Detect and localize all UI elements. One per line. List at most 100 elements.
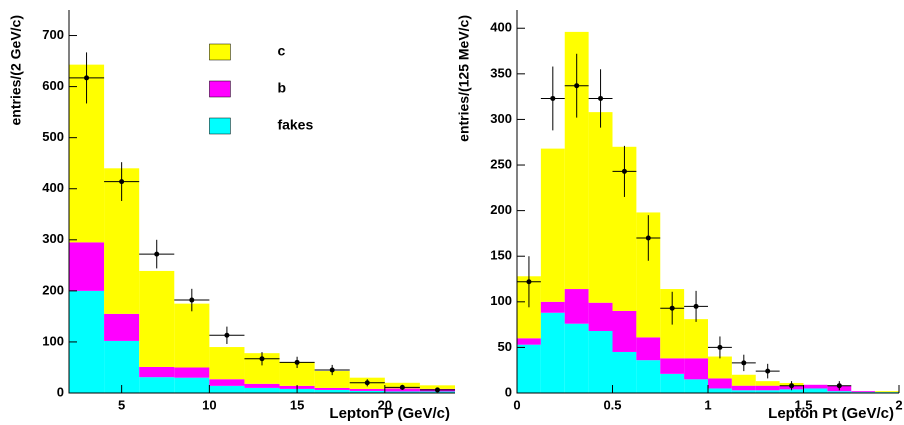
y-tick-label: 400 <box>42 180 64 195</box>
legend-label: b <box>277 80 286 96</box>
histogram-bar <box>612 351 637 393</box>
data-point <box>717 344 723 350</box>
histogram-bar <box>612 310 637 352</box>
legend-label: c <box>277 43 285 59</box>
y-tick-label: 300 <box>42 231 64 246</box>
histogram-bar <box>540 148 565 302</box>
x-axis-label: Lepton Pt (GeV/c) <box>768 405 894 422</box>
histogram-bar <box>314 387 350 390</box>
histogram-bar <box>588 112 613 303</box>
x-tick-label: 5 <box>118 397 125 412</box>
data-point <box>550 95 556 101</box>
histogram-bar <box>779 389 804 393</box>
histogram-bar <box>755 385 780 391</box>
histogram-bar <box>104 340 140 393</box>
data-point <box>836 383 842 389</box>
histogram-bar <box>244 383 280 388</box>
y-axis-label: entries/(2 GeV/c) <box>8 15 24 126</box>
x-tick-label: 15 <box>290 397 304 412</box>
histogram-bar <box>517 344 541 393</box>
data-point <box>526 279 532 285</box>
data-point <box>84 75 90 81</box>
data-point <box>154 251 160 257</box>
y-tick-label: 300 <box>490 111 512 126</box>
legend-label: fakes <box>277 117 313 133</box>
data-point <box>765 368 771 374</box>
histogram-bar <box>564 31 589 290</box>
histogram-bar <box>209 379 245 386</box>
data-point <box>399 384 405 390</box>
histogram-bar <box>588 330 613 393</box>
histogram-bar <box>349 388 385 391</box>
y-tick-label: 400 <box>490 20 512 35</box>
histogram-bar <box>174 367 210 378</box>
histogram-bar <box>314 371 350 388</box>
histogram-bar <box>684 319 708 359</box>
y-tick-label: 150 <box>490 248 512 263</box>
histogram-bar <box>684 358 708 380</box>
histogram-bar <box>209 347 245 380</box>
data-point <box>574 83 580 89</box>
legend-swatch <box>209 43 231 61</box>
data-point <box>645 235 651 241</box>
data-point <box>434 387 440 393</box>
x-tick-label: 0.5 <box>603 397 621 412</box>
x-tick-label: 1.5 <box>794 397 812 412</box>
data-point <box>693 303 699 309</box>
histogram-bar <box>139 270 175 367</box>
histogram-bar <box>684 379 708 393</box>
y-tick-label: 700 <box>42 27 64 42</box>
data-point <box>621 168 627 174</box>
x-tick-label: 0 <box>513 397 520 412</box>
data-point <box>294 359 300 365</box>
histogram-bar <box>875 391 899 393</box>
x-tick-label: 1 <box>704 397 711 412</box>
y-tick-label: 0 <box>57 384 64 399</box>
histogram-bar <box>803 384 828 389</box>
histogram-bar <box>803 388 828 393</box>
histogram-bar <box>636 360 661 393</box>
legend-swatch <box>209 117 231 135</box>
histogram-bar <box>731 385 756 391</box>
legend-swatch <box>209 80 231 98</box>
histogram-bar <box>851 391 876 393</box>
data-point <box>259 356 265 362</box>
data-point <box>598 95 604 101</box>
histogram-bar <box>104 313 140 341</box>
data-point <box>364 380 370 386</box>
histogram-bar <box>612 146 637 311</box>
histogram-bar <box>660 358 685 374</box>
histogram-panel: 0 50 100 150 200 250 300 350 400 0 0.5 1 1.5 2Lepton … <box>456 10 903 422</box>
histogram-bar <box>517 338 541 345</box>
data-point <box>189 297 195 303</box>
histogram-bar <box>564 289 589 324</box>
y-tick-label: 200 <box>42 282 64 297</box>
x-tick-label: 2 <box>895 397 902 412</box>
y-tick-label: 250 <box>490 156 512 171</box>
histogram-bar <box>349 390 385 393</box>
y-tick-label: 100 <box>490 293 512 308</box>
y-tick-label: 500 <box>42 129 64 144</box>
histogram-bar <box>588 302 613 331</box>
data-point <box>789 383 795 389</box>
histogram-bar <box>174 303 210 368</box>
data-point <box>669 305 675 311</box>
histogram-bar <box>708 378 732 389</box>
histogram-bar <box>731 390 756 393</box>
x-tick-label: 20 <box>378 397 392 412</box>
data-point <box>741 360 747 366</box>
y-tick-label: 50 <box>498 339 512 354</box>
y-tick-label: 200 <box>490 202 512 217</box>
histogram-bar <box>384 391 420 393</box>
histogram-bar <box>314 389 350 393</box>
histogram-bar <box>636 212 661 338</box>
histogram-bar <box>827 391 852 393</box>
histogram-bar <box>660 373 685 393</box>
histogram-bar <box>244 387 280 393</box>
data-point <box>224 332 230 338</box>
y-tick-label: 100 <box>42 333 64 348</box>
histogram-bar <box>69 242 105 291</box>
histogram-bar <box>755 381 780 386</box>
histogram-bar <box>139 366 175 378</box>
